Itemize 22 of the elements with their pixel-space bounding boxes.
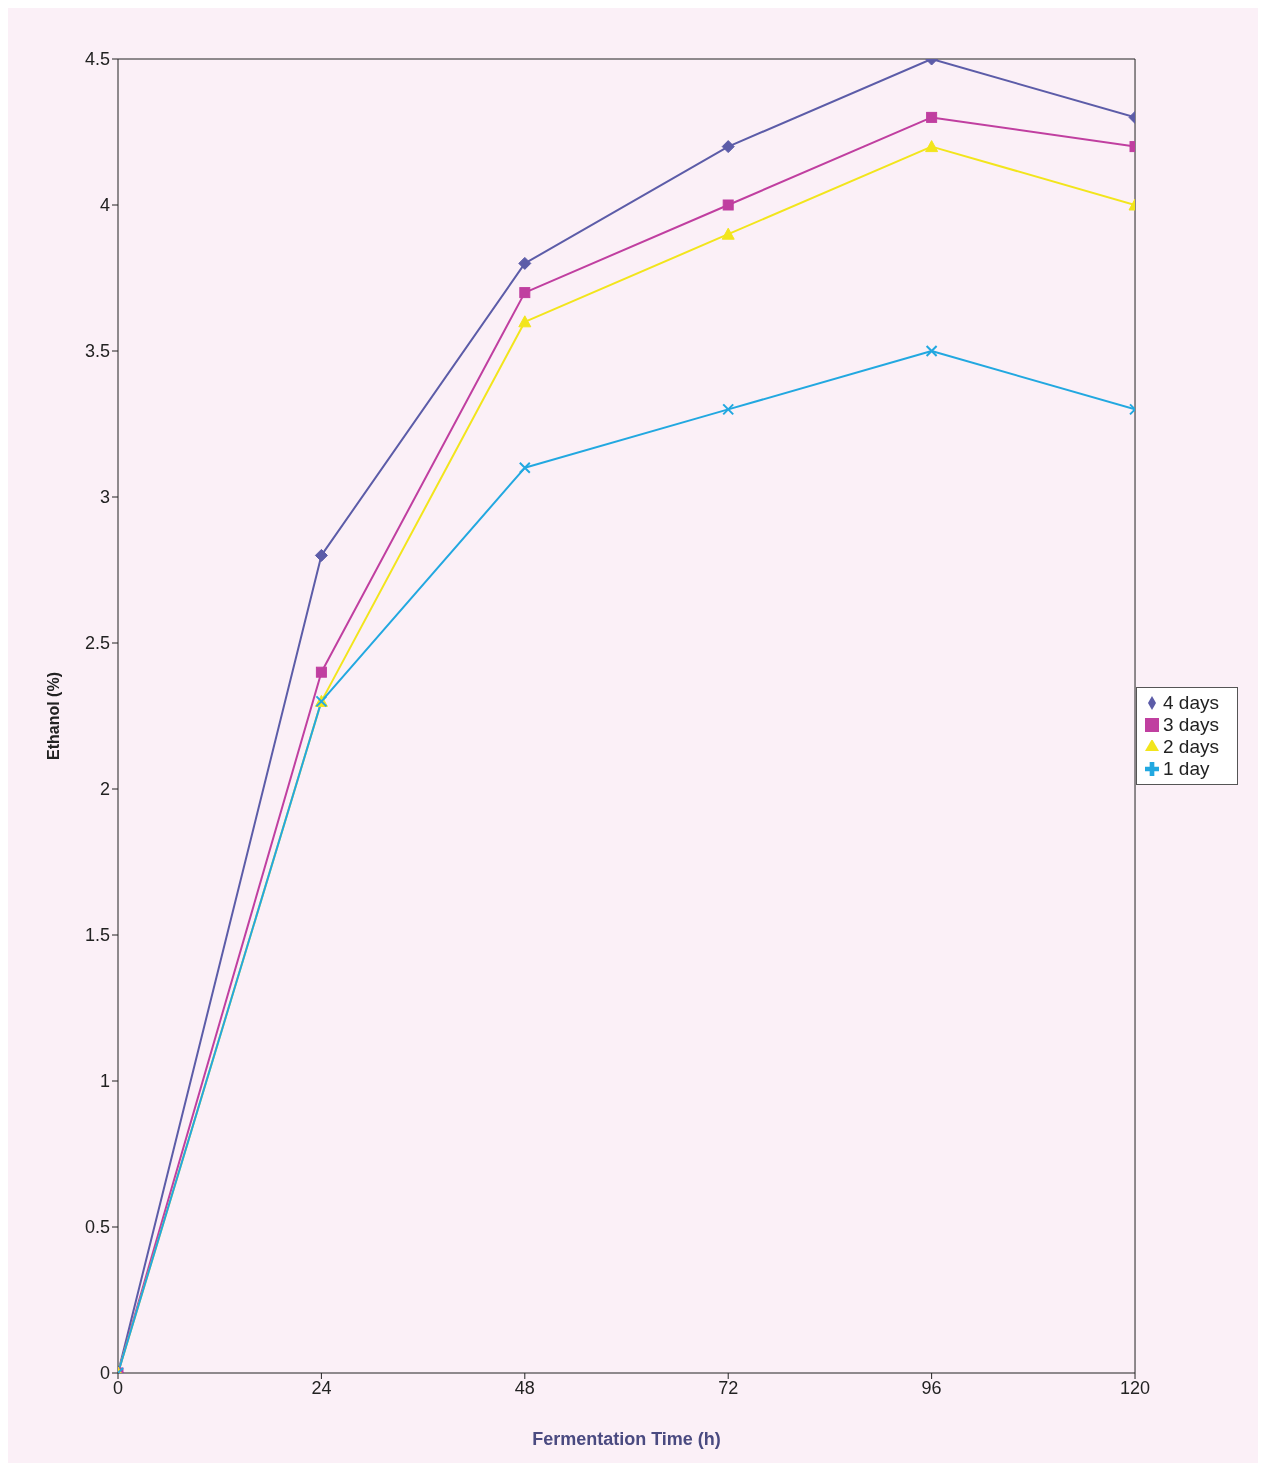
y-tick-label: 2 [99, 779, 110, 800]
legend-label: 2 days [1163, 735, 1219, 757]
y-tick-label: 0.5 [84, 1217, 110, 1238]
y-tick-label: 3 [99, 487, 110, 508]
y-axis-title: Ethanol (%) [44, 672, 62, 760]
y-tick-label: 1.5 [84, 925, 110, 946]
y-tick-label: 3.5 [84, 341, 110, 362]
legend-label: 1 day [1163, 757, 1210, 779]
x-tick-label: 0 [112, 1377, 124, 1398]
y-tick-label: 4.5 [84, 49, 110, 70]
x-axis-title: Fermentation Time (h) [532, 1429, 721, 1449]
y-tick-label: 0 [99, 1363, 110, 1384]
y-tick-label: 2.5 [84, 633, 110, 654]
x-tick-label: 120 [1119, 1377, 1151, 1398]
x-tick-label: 72 [718, 1377, 739, 1398]
legend-label: 4 days [1163, 691, 1219, 713]
x-tick-label: 96 [921, 1377, 942, 1398]
y-tick-label: 4 [99, 195, 110, 216]
y-tick-label: 1 [99, 1071, 110, 1092]
x-tick-label: 48 [514, 1377, 535, 1398]
legend-label: 3 days [1163, 713, 1219, 735]
x-tick-label: 24 [311, 1377, 332, 1398]
